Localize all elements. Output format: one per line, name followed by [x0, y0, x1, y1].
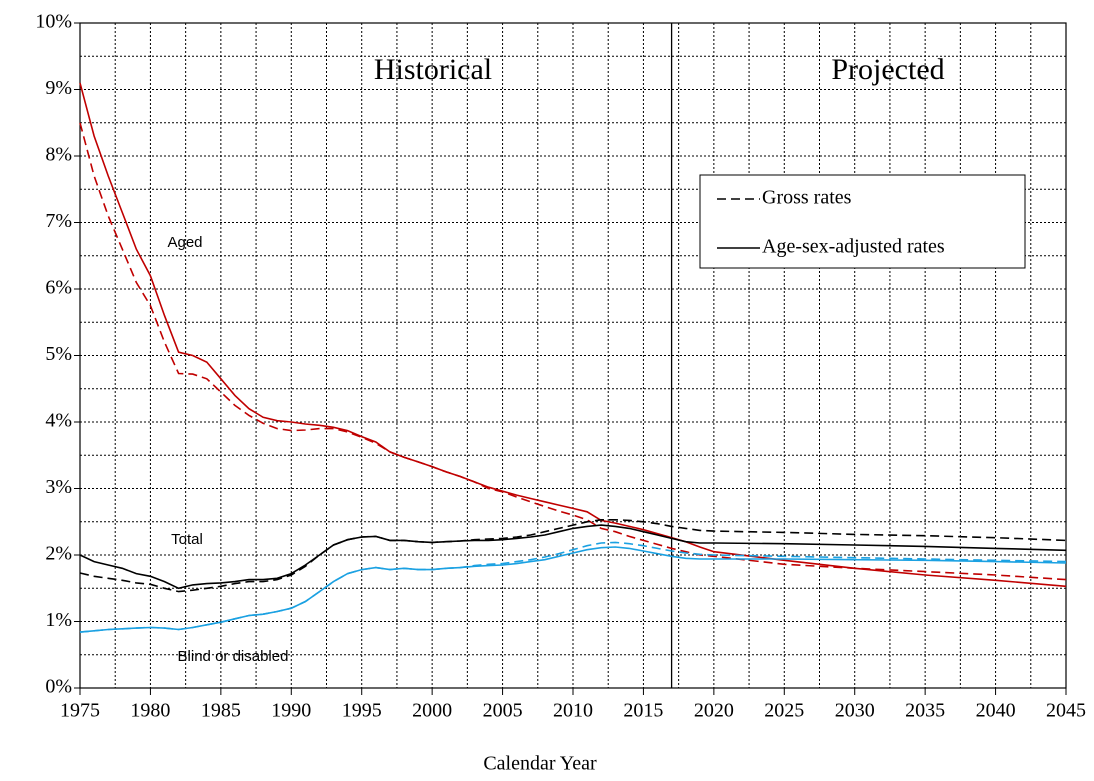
- y-tick-label: 9%: [45, 77, 72, 99]
- y-tick-label: 10%: [35, 11, 72, 33]
- x-tick-label: 2035: [905, 700, 945, 722]
- y-tick-label: 5%: [45, 343, 72, 365]
- legend-box: [699, 174, 1026, 269]
- y-tick-label: 2%: [45, 543, 72, 565]
- x-tick-label: 2045: [1046, 700, 1086, 722]
- y-tick-label: 7%: [45, 210, 72, 232]
- x-tick-label: 2025: [764, 700, 804, 722]
- annotation: Projected: [831, 53, 944, 86]
- x-tick-label: 1995: [342, 700, 382, 722]
- x-tick-label: 1980: [130, 700, 170, 722]
- series-line: [79, 519, 1067, 593]
- x-tick-label: 2030: [835, 700, 875, 722]
- x-axis-label: Calendar Year: [483, 753, 597, 775]
- legend-label: Gross rates: [762, 187, 852, 209]
- x-tick-label: 2040: [976, 700, 1016, 722]
- y-tick-label: 6%: [45, 277, 72, 299]
- x-tick-label: 2020: [694, 700, 734, 722]
- y-tick-label: 0%: [45, 676, 72, 698]
- series-line: [79, 122, 1067, 581]
- x-tick-label: 2005: [483, 700, 523, 722]
- y-tick-label: 4%: [45, 410, 72, 432]
- x-tick-label: 2010: [553, 700, 593, 722]
- y-tick-label: 1%: [45, 609, 72, 631]
- series-line: [79, 541, 1067, 633]
- annotation: Historical: [374, 53, 492, 86]
- x-tick-label: 2015: [623, 700, 663, 722]
- series-label: Total: [171, 531, 203, 548]
- series-label: Aged: [167, 234, 202, 251]
- x-tick-label: 1985: [201, 700, 241, 722]
- x-tick-label: 1975: [60, 700, 100, 722]
- y-tick-label: 3%: [45, 476, 72, 498]
- legend-label: Age-sex-adjusted rates: [762, 236, 945, 258]
- series-line: [79, 82, 1067, 588]
- y-tick-label: 8%: [45, 144, 72, 166]
- series-label: Blind or disabled: [178, 648, 289, 665]
- x-tick-label: 1990: [271, 700, 311, 722]
- x-tick-label: 2000: [412, 700, 452, 722]
